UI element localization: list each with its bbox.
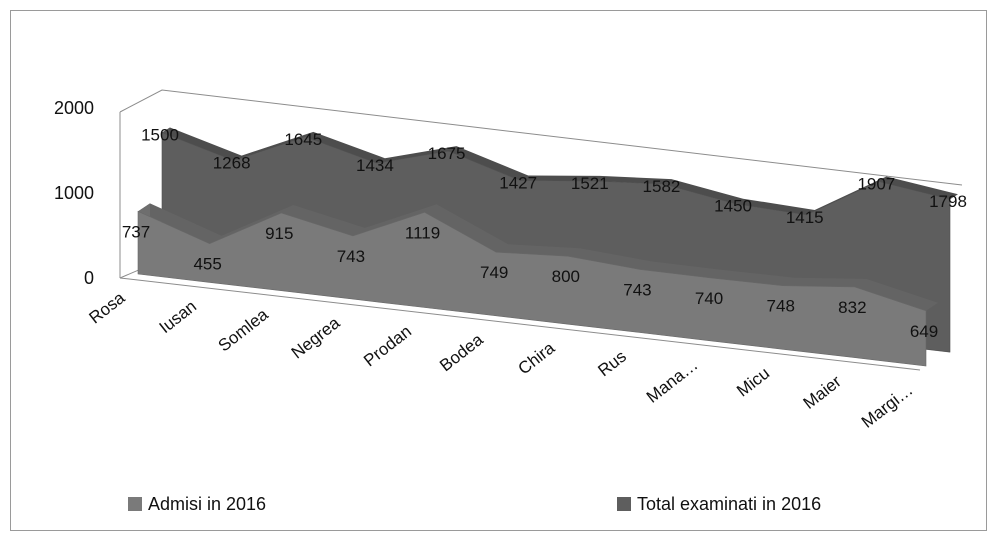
wall-top-edge [119, 89, 963, 186]
legend-label: Total examinati in 2016 [637, 494, 821, 514]
x-axis-line [119, 277, 921, 371]
y-tick-label: 1000 [54, 183, 94, 203]
series-0-area [137, 210, 927, 367]
data-label-admisi: 800 [552, 267, 580, 286]
data-label-total: 1675 [428, 144, 466, 163]
data-label-total: 1521 [571, 174, 609, 193]
data-label-total: 1645 [284, 130, 322, 149]
legend-swatch [128, 497, 142, 511]
data-label-total: 1500 [141, 126, 179, 145]
data-label-admisi: 737 [122, 222, 150, 241]
data-label-total: 1798 [929, 192, 967, 211]
data-label-total: 1434 [356, 156, 394, 175]
data-label-total: 1582 [643, 177, 681, 196]
data-label-admisi: 743 [623, 280, 651, 299]
data-label-admisi: 832 [838, 298, 866, 317]
data-label-total: 1450 [714, 197, 752, 216]
data-label-total: 1427 [499, 174, 537, 193]
data-label-admisi: 748 [767, 297, 795, 316]
series-front [137, 203, 938, 367]
data-label-admisi: 749 [480, 263, 508, 282]
legend: Admisi in 2016 Total examinati in 2016 [128, 494, 821, 514]
data-label-total: 1907 [857, 175, 895, 194]
data-label-admisi: 455 [193, 255, 221, 274]
data-label-total: 1415 [786, 208, 824, 227]
y-tick-label: 0 [84, 268, 94, 288]
data-label-admisi: 1119 [405, 223, 440, 242]
series-0-top-strip [138, 203, 938, 311]
data-labels: 1500 1268 1645 1434 1675 1427 1521 1582 1450 1415… [122, 126, 967, 341]
legend-label: Admisi in 2016 [148, 494, 266, 514]
data-label-admisi: 915 [265, 224, 293, 243]
data-label-admisi: 743 [337, 247, 365, 266]
y-tick-label: 2000 [54, 98, 94, 118]
data-label-total: 1268 [213, 154, 251, 173]
data-label-admisi: 649 [910, 322, 938, 341]
legend-swatch [617, 497, 631, 511]
data-label-admisi: 740 [695, 289, 723, 308]
